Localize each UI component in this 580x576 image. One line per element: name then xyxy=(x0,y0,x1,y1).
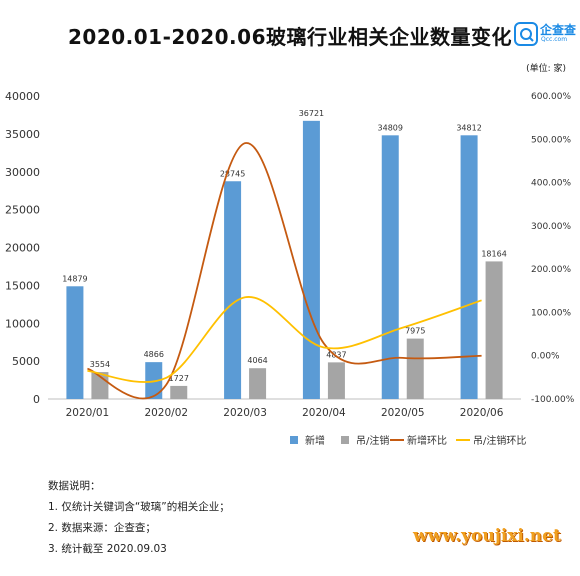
y-tick-label: 20000 xyxy=(5,242,40,255)
line-series-new-growth xyxy=(87,142,482,400)
bar xyxy=(66,286,84,399)
bar xyxy=(302,120,320,399)
qcc-logo: 企查查 Qcc.com xyxy=(514,20,577,50)
bar-data-label: 4064 xyxy=(247,356,267,365)
x-tick-label: 2020/04 xyxy=(302,407,346,419)
bar-data-label: 14879 xyxy=(62,274,87,283)
bar-data-label: 1727 xyxy=(169,374,189,383)
bar xyxy=(224,181,242,399)
bar xyxy=(170,385,188,399)
bar xyxy=(327,362,345,399)
bar-data-label: 7975 xyxy=(405,327,425,336)
bar xyxy=(249,368,267,399)
y-tick-label: 30000 xyxy=(5,166,40,179)
y-tick-label: 35000 xyxy=(5,128,40,141)
bar-data-label: 18164 xyxy=(481,249,506,258)
line-series-cancel-growth xyxy=(87,296,482,383)
y-tick-label: 10000 xyxy=(5,317,40,330)
y2-tick-label: 500.00% xyxy=(531,135,571,145)
legend-swatch xyxy=(290,436,298,444)
y2-tick-label: 0.00% xyxy=(531,352,560,362)
bar xyxy=(460,135,478,399)
bar-data-label: 4837 xyxy=(326,350,346,359)
y2-tick-label: 200.00% xyxy=(531,265,571,275)
bar-data-label: 28745 xyxy=(220,169,245,178)
x-tick-label: 2020/01 xyxy=(66,407,110,419)
y2-tick-label: 100.00% xyxy=(531,308,571,318)
y-tick-label: 15000 xyxy=(5,279,40,292)
legend-label: 吊/注销环比 xyxy=(473,434,526,447)
x-tick-label: 2020/05 xyxy=(381,407,425,419)
chart-area: 0 5000 10000 15000 20000 25000 30000 35000 40000… xyxy=(5,90,575,447)
bar-data-label: 3554 xyxy=(90,360,110,369)
y-tick-label: 0 xyxy=(33,393,40,406)
bar xyxy=(406,338,424,399)
bar-data-label: 34809 xyxy=(378,123,403,132)
y-tick-label: 5000 xyxy=(12,355,40,368)
chart-title: 2020.01-2020.06玻璃行业相关企业数量变化 xyxy=(68,25,512,49)
y2-tick-label: 600.00% xyxy=(531,92,571,102)
y-tick-label: 25000 xyxy=(5,204,40,217)
data-notes: 数据说明： 1. 仅统计关键词含“玻璃”的相关企业； 2. 数据来源：企查查； … xyxy=(48,476,230,560)
legend-label: 新增环比 xyxy=(407,434,447,447)
legend-swatch xyxy=(341,436,349,444)
bar xyxy=(485,261,503,399)
notes-item-1: 1. 仅统计关键词含“玻璃”的相关企业； xyxy=(48,501,230,513)
legend-label: 新增 xyxy=(305,434,325,447)
y-tick-label: 40000 xyxy=(5,90,40,103)
bar-data-label: 34812 xyxy=(456,123,481,132)
qcc-logo-text: 企查查 xyxy=(540,23,577,37)
bar-data-label: 4866 xyxy=(144,350,164,359)
bar-data-label: 36721 xyxy=(299,109,324,118)
y2-tick-label: -100.00% xyxy=(531,395,575,405)
x-tick-label: 2020/03 xyxy=(223,407,267,419)
qcc-logo-icon xyxy=(514,22,538,46)
notes-item-2: 2. 数据来源：企查查； xyxy=(48,522,156,534)
notes-item-3: 3. 统计截至 2020.09.03 xyxy=(48,543,167,555)
x-tick-label: 2020/06 xyxy=(460,407,504,419)
y2-tick-label: 300.00% xyxy=(531,222,571,232)
x-tick-label: 2020/02 xyxy=(144,407,188,419)
notes-heading: 数据说明： xyxy=(48,480,101,492)
watermark: www.youjixi.net xyxy=(413,526,561,546)
y2-tick-label: 400.00% xyxy=(531,179,571,189)
unit-label: (单位: 家) xyxy=(526,64,566,74)
legend-label: 吊/注销 xyxy=(356,434,389,447)
qcc-logo-subtext: Qcc.com xyxy=(541,36,568,43)
